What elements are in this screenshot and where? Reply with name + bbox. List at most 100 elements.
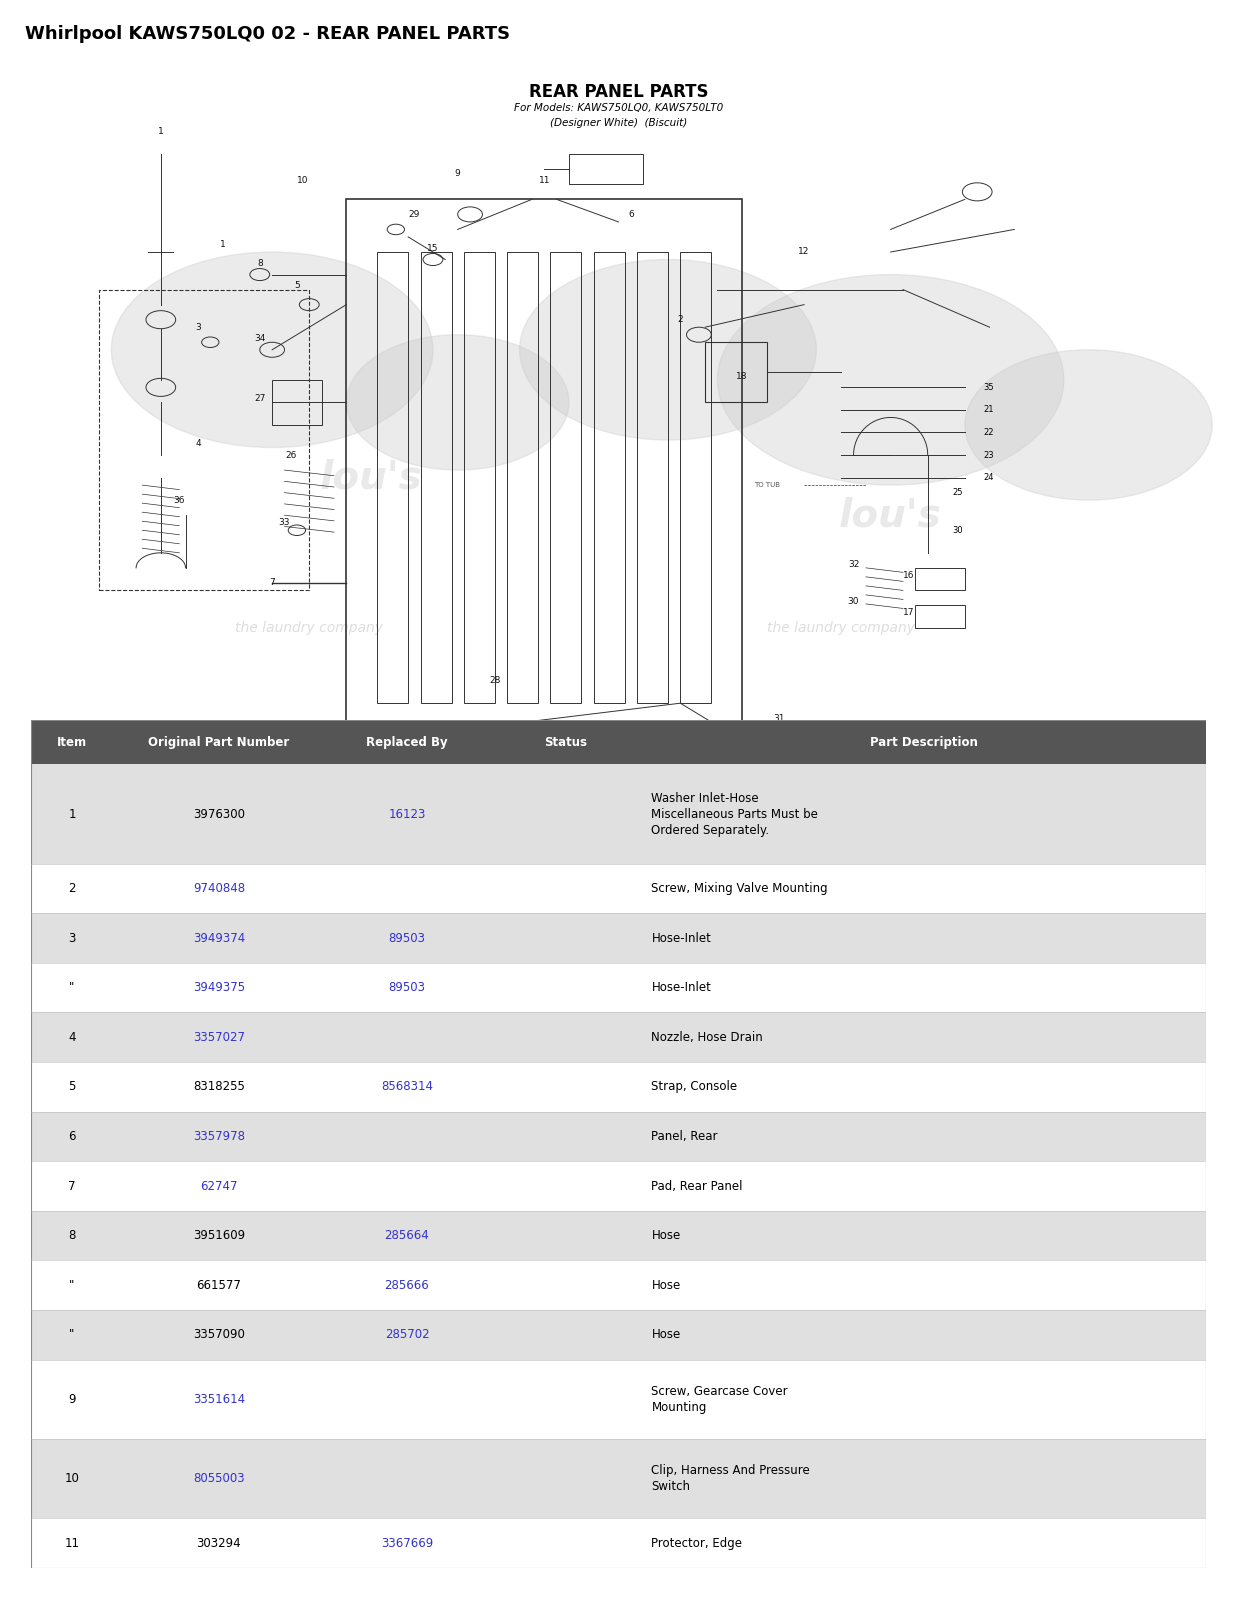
Text: Pad, Rear Panel: Pad, Rear Panel: [652, 1179, 743, 1192]
Text: 5: 5: [294, 282, 299, 290]
Text: 89503: 89503: [388, 931, 426, 944]
Text: 30: 30: [847, 597, 860, 606]
Text: 30: 30: [952, 526, 964, 534]
Text: 8: 8: [68, 1229, 75, 1242]
Text: 285702: 285702: [385, 1328, 429, 1341]
Text: 285666: 285666: [385, 1278, 429, 1291]
Text: 62747: 62747: [200, 1179, 238, 1192]
Text: For Models: KAWS750LQ0, KAWS750LT0: For Models: KAWS750LQ0, KAWS750LT0: [513, 102, 724, 114]
Text: 1: 1: [68, 808, 75, 821]
Bar: [31, 1310, 1206, 1360]
Text: 15: 15: [427, 243, 439, 253]
Text: 303294: 303294: [197, 1536, 241, 1550]
Bar: [31, 1013, 1206, 1062]
Bar: [31, 1261, 1206, 1310]
Text: Whirlpool KAWS750LQ0 02 - REAR PANEL PARTS: Whirlpool KAWS750LQ0 02 - REAR PANEL PAR…: [25, 26, 510, 43]
Circle shape: [965, 350, 1212, 501]
Text: 3357027: 3357027: [193, 1030, 245, 1043]
Bar: [569, 154, 643, 184]
Circle shape: [111, 251, 433, 448]
Text: Original Part Number: Original Part Number: [148, 736, 289, 749]
Text: 33: 33: [278, 518, 291, 528]
Text: Replaced By: Replaced By: [366, 736, 448, 749]
Text: 18: 18: [736, 371, 748, 381]
Text: 23: 23: [983, 451, 995, 459]
Text: 24: 24: [983, 474, 993, 482]
Text: 21: 21: [983, 405, 993, 414]
Bar: [31, 1518, 1206, 1568]
Bar: [272, 379, 322, 426]
Text: 10: 10: [297, 176, 309, 186]
Text: 3949374: 3949374: [193, 931, 245, 944]
Text: 16: 16: [903, 571, 915, 579]
Bar: [550, 251, 581, 704]
Text: the laundry company: the laundry company: [235, 621, 383, 635]
Text: Click on the part number to view part: Click on the part number to view part: [513, 853, 724, 862]
Text: 16123: 16123: [388, 808, 426, 821]
Text: 25: 25: [952, 488, 962, 498]
Text: 3976300: 3976300: [193, 808, 245, 821]
Text: 2: 2: [68, 882, 75, 894]
Text: 11: 11: [538, 176, 550, 186]
Text: Whirlpool Residential Whirlpool KAWS750LQ0 Washer Parts Parts Diagram 02 - REAR : Whirlpool Residential Whirlpool KAWS750L…: [345, 826, 892, 835]
Text: 10: 10: [64, 1472, 79, 1485]
Text: REAR PANEL PARTS: REAR PANEL PARTS: [528, 83, 709, 101]
Bar: [31, 765, 1206, 864]
Text: lou's: lou's: [319, 459, 423, 496]
Text: Nozzle, Hose Drain: Nozzle, Hose Drain: [652, 1030, 763, 1043]
Text: 34: 34: [254, 334, 266, 342]
Bar: [31, 1162, 1206, 1211]
Text: 17: 17: [903, 608, 915, 618]
Text: 1: 1: [220, 240, 225, 250]
Text: TO TUB: TO TUB: [753, 482, 781, 488]
Text: Clip, Harness And Pressure
Switch: Clip, Harness And Pressure Switch: [652, 1464, 810, 1493]
Bar: [507, 251, 538, 704]
Text: 285664: 285664: [385, 1229, 429, 1242]
Bar: [31, 1360, 1206, 1438]
Text: 7: 7: [68, 1179, 75, 1192]
Text: ": ": [69, 981, 74, 994]
Bar: [31, 1211, 1206, 1261]
Text: 661577: 661577: [197, 1278, 241, 1291]
Text: Hose-Inlet: Hose-Inlet: [652, 931, 711, 944]
Text: 8: 8: [257, 259, 262, 267]
Bar: [31, 1112, 1206, 1162]
Text: 22: 22: [983, 427, 993, 437]
Text: Item: Item: [57, 736, 87, 749]
Text: ": ": [69, 1278, 74, 1291]
Text: 12: 12: [798, 248, 810, 256]
Text: ": ": [69, 1328, 74, 1341]
Text: (Designer White)  (Biscuit): (Designer White) (Biscuit): [550, 118, 687, 128]
Text: Washer Inlet-Hose
Miscellaneous Parts Must be
Ordered Separately.: Washer Inlet-Hose Miscellaneous Parts Mu…: [652, 792, 819, 837]
Circle shape: [717, 275, 1064, 485]
Bar: [705, 342, 767, 403]
Bar: [594, 251, 625, 704]
Text: 32: 32: [847, 560, 860, 568]
Bar: [31, 963, 1206, 1013]
Text: 3357978: 3357978: [193, 1130, 245, 1142]
Text: 9: 9: [68, 1394, 75, 1406]
Bar: [680, 251, 711, 704]
Text: 1: 1: [158, 126, 163, 136]
Text: 89503: 89503: [388, 981, 426, 994]
Bar: [31, 914, 1206, 963]
Text: Status: Status: [544, 736, 588, 749]
Text: 8179911: 8179911: [62, 798, 105, 808]
Text: 6: 6: [68, 1130, 75, 1142]
Bar: [346, 200, 742, 741]
Text: 26: 26: [285, 451, 297, 459]
Text: Screw, Gearcase Cover
Mounting: Screw, Gearcase Cover Mounting: [652, 1386, 788, 1414]
Text: Hose: Hose: [652, 1278, 680, 1291]
Text: 31: 31: [773, 714, 785, 723]
Text: 29: 29: [408, 210, 421, 219]
Text: 6: 6: [628, 210, 633, 219]
Text: 3: 3: [68, 931, 75, 944]
Text: Screw, Mixing Valve Mounting: Screw, Mixing Valve Mounting: [652, 882, 828, 894]
Text: 9: 9: [455, 168, 460, 178]
Bar: [31, 720, 1206, 765]
Circle shape: [520, 259, 816, 440]
Text: lou's: lou's: [839, 496, 943, 534]
Text: 3357090: 3357090: [193, 1328, 245, 1341]
Bar: [31, 1438, 1206, 1518]
Bar: [421, 251, 452, 704]
